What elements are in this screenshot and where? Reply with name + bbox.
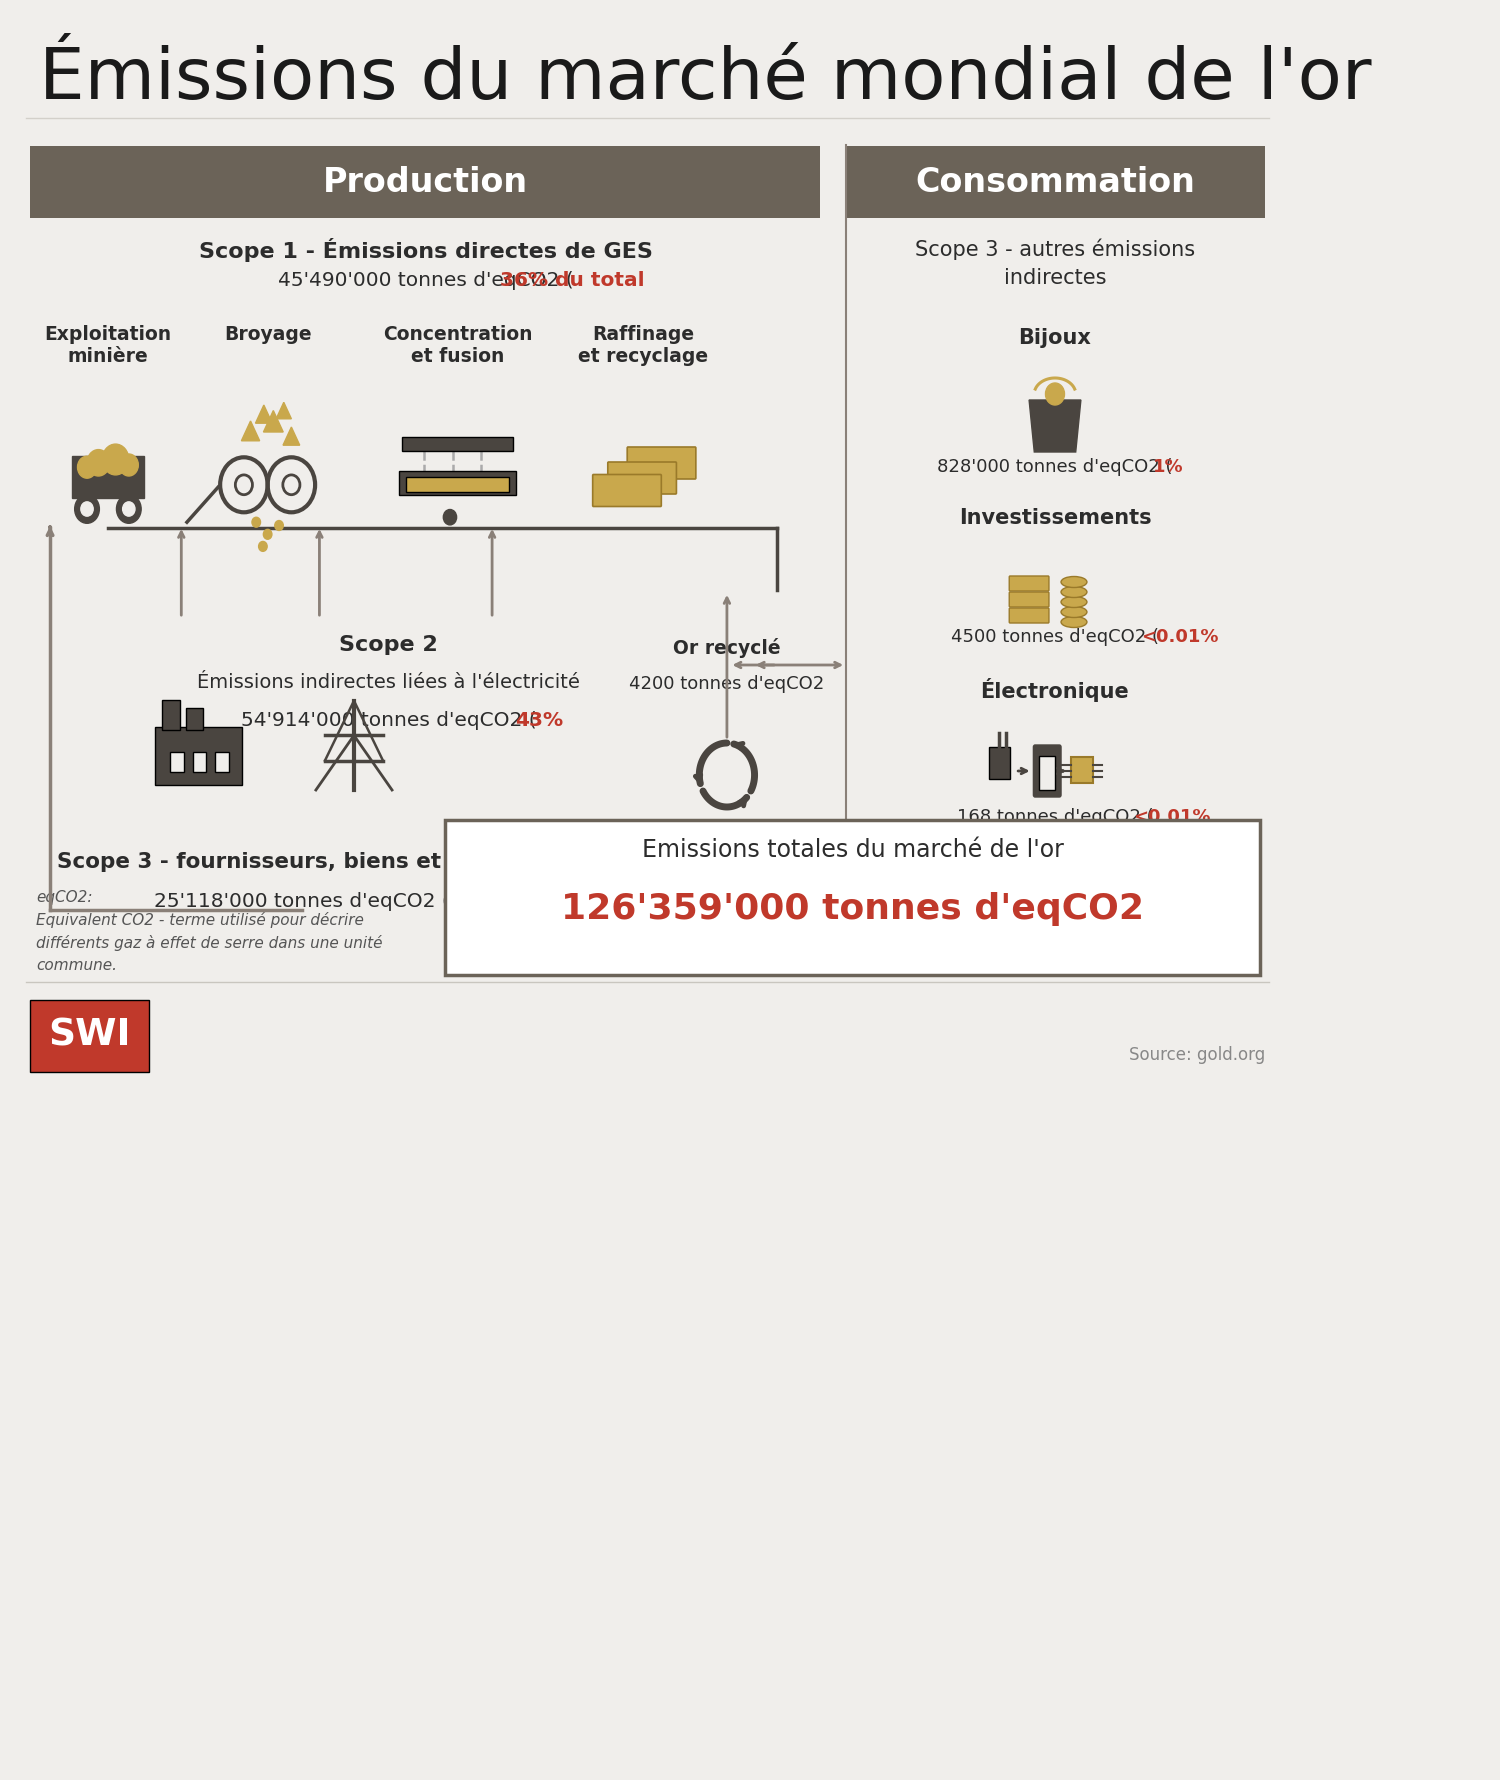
FancyBboxPatch shape	[192, 751, 207, 773]
Text: 45'490'000 tonnes d'eqCO2 (: 45'490'000 tonnes d'eqCO2 (	[278, 271, 573, 290]
Polygon shape	[284, 427, 300, 445]
FancyBboxPatch shape	[406, 477, 508, 491]
Polygon shape	[264, 411, 284, 433]
Ellipse shape	[1060, 596, 1088, 607]
Polygon shape	[72, 456, 144, 498]
Circle shape	[252, 518, 261, 527]
Text: 4200 tonnes d'eqCO2: 4200 tonnes d'eqCO2	[630, 675, 825, 692]
Polygon shape	[255, 406, 272, 424]
FancyBboxPatch shape	[444, 821, 1260, 975]
Text: 126'359'000 tonnes d'eqCO2: 126'359'000 tonnes d'eqCO2	[561, 892, 1144, 926]
Text: eqCO2:
Equivalent CO2 - terme utilisé pour décrire
différents gaz à effet de ser: eqCO2: Equivalent CO2 - terme utilisé po…	[36, 890, 382, 974]
Text: 4500 tonnes d'eqCO2 (: 4500 tonnes d'eqCO2 (	[951, 628, 1160, 646]
Circle shape	[274, 520, 284, 530]
Text: Consommation: Consommation	[915, 166, 1196, 199]
FancyBboxPatch shape	[1040, 756, 1054, 790]
Text: 54'914'000 tonnes d'eqCO2 (: 54'914'000 tonnes d'eqCO2 (	[240, 710, 537, 730]
Circle shape	[75, 495, 99, 523]
Text: 36% du total: 36% du total	[500, 271, 645, 290]
FancyBboxPatch shape	[592, 475, 662, 507]
Ellipse shape	[1060, 586, 1088, 598]
FancyBboxPatch shape	[1010, 593, 1048, 607]
FancyBboxPatch shape	[1071, 756, 1094, 783]
Text: 43%: 43%	[516, 710, 564, 730]
Text: Source: gold.org: Source: gold.org	[1128, 1047, 1264, 1064]
Text: Investissements: Investissements	[958, 507, 1152, 529]
Text: SWI: SWI	[48, 1018, 130, 1054]
Circle shape	[81, 502, 93, 516]
Ellipse shape	[1060, 607, 1088, 618]
FancyBboxPatch shape	[402, 436, 513, 450]
Text: Scope 3 - autres émissions
indirectes: Scope 3 - autres émissions indirectes	[915, 239, 1196, 288]
FancyBboxPatch shape	[30, 1000, 150, 1072]
Text: Production: Production	[322, 166, 528, 199]
FancyBboxPatch shape	[627, 447, 696, 479]
Text: Scope 3 - fournisseurs, biens et services: Scope 3 - fournisseurs, biens et service…	[57, 853, 548, 872]
Text: Électronique: Électronique	[981, 678, 1130, 701]
Circle shape	[117, 495, 141, 523]
FancyBboxPatch shape	[1010, 577, 1048, 591]
Ellipse shape	[1060, 577, 1088, 587]
Text: Raffinage
et recyclage: Raffinage et recyclage	[578, 326, 708, 367]
Text: 25'118'000 tonnes d'eqCO2 (: 25'118'000 tonnes d'eqCO2 (	[154, 892, 450, 911]
Circle shape	[1046, 383, 1065, 406]
Circle shape	[264, 529, 272, 539]
FancyBboxPatch shape	[990, 748, 1010, 780]
FancyBboxPatch shape	[30, 146, 820, 217]
FancyBboxPatch shape	[846, 146, 1264, 217]
FancyBboxPatch shape	[186, 708, 202, 730]
Text: <0.01%: <0.01%	[1142, 628, 1220, 646]
Text: Scope 1 - Émissions directes de GES: Scope 1 - Émissions directes de GES	[198, 239, 652, 262]
FancyBboxPatch shape	[399, 472, 516, 495]
Circle shape	[120, 454, 138, 475]
Circle shape	[258, 541, 267, 552]
FancyBboxPatch shape	[1010, 609, 1048, 623]
Circle shape	[123, 502, 135, 516]
Text: Émissions du marché mondial de l'or: Émissions du marché mondial de l'or	[39, 44, 1371, 114]
FancyBboxPatch shape	[1034, 746, 1060, 797]
FancyBboxPatch shape	[162, 700, 180, 730]
Ellipse shape	[1060, 616, 1088, 628]
Polygon shape	[276, 402, 291, 418]
FancyBboxPatch shape	[214, 751, 230, 773]
FancyBboxPatch shape	[170, 751, 184, 773]
Text: Or recyclé: Or recyclé	[674, 637, 780, 659]
Circle shape	[78, 456, 96, 479]
Text: <0.01%: <0.01%	[1132, 808, 1210, 826]
Text: 828'000 tonnes d'eqCO2 (: 828'000 tonnes d'eqCO2 (	[938, 457, 1173, 475]
Text: 1%: 1%	[1154, 457, 1184, 475]
Polygon shape	[1029, 400, 1081, 452]
FancyBboxPatch shape	[608, 463, 676, 495]
Text: Scope 2: Scope 2	[339, 635, 438, 655]
FancyBboxPatch shape	[156, 726, 242, 785]
Polygon shape	[242, 422, 260, 441]
Text: Emissions totales du marché de l'or: Emissions totales du marché de l'or	[642, 838, 1064, 862]
Text: Émissions indirectes liées à l'électricité: Émissions indirectes liées à l'électrici…	[196, 673, 580, 692]
Text: Broyage: Broyage	[224, 326, 312, 344]
Circle shape	[444, 509, 456, 525]
Text: 21%: 21%	[442, 892, 491, 911]
Text: Bijoux: Bijoux	[1019, 328, 1092, 349]
Text: 168 tonnes d'eqCO2 (: 168 tonnes d'eqCO2 (	[957, 808, 1154, 826]
Text: Concentration
et fusion: Concentration et fusion	[382, 326, 532, 367]
Text: Exploitation
minière: Exploitation minière	[45, 326, 171, 367]
Circle shape	[87, 450, 109, 475]
Circle shape	[102, 443, 129, 475]
